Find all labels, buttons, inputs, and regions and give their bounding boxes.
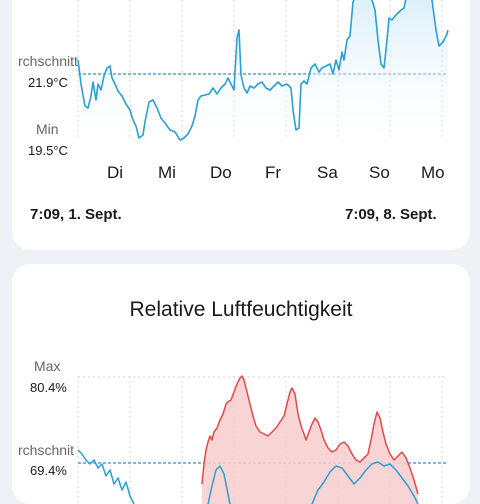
humidity-title: Relative Luftfeuchtigkeit bbox=[129, 298, 353, 321]
day-label-mi: Mi bbox=[158, 163, 176, 182]
hum-max-value: 80.4% bbox=[30, 380, 67, 395]
hum-series-line-blue-left bbox=[77, 449, 135, 504]
hum-average-label: rchschnit bbox=[18, 442, 75, 458]
hum-average-value: 69.4% bbox=[30, 463, 67, 478]
day-label-so: So bbox=[369, 163, 390, 182]
temp-average-value: 21.9°C bbox=[28, 75, 68, 90]
humidity-card: Relative Luftfeuchtigkeit Max 80.4% rchs… bbox=[12, 264, 470, 504]
humidity-chart bbox=[77, 375, 448, 504]
temp-min-value: 19.5°C bbox=[28, 143, 68, 158]
day-label-do: Do bbox=[210, 163, 232, 182]
hum-max-label: Max bbox=[34, 358, 61, 374]
temp-series-line bbox=[77, 0, 449, 141]
range-end: 7:09, 8. Sept. bbox=[345, 206, 437, 223]
temp-area-fill bbox=[78, 0, 448, 143]
temp-average-label: rchschnitt bbox=[18, 53, 78, 69]
day-label-mo: Mo bbox=[421, 163, 445, 182]
hum-series-line-blue-right bbox=[311, 461, 419, 504]
range-start: 7:09, 1. Sept. bbox=[30, 206, 122, 223]
temperature-card: rchschnitt 21.9°C Min 19.5°C Di Mi Do Fr… bbox=[12, 0, 470, 250]
day-label-fr: Fr bbox=[265, 163, 282, 182]
day-label-di: Di bbox=[107, 163, 124, 182]
hum-series-line-red bbox=[201, 375, 419, 495]
temp-min-label: Min bbox=[36, 121, 59, 137]
day-label-sa: Sa bbox=[317, 163, 338, 182]
temperature-chart bbox=[77, 0, 449, 143]
